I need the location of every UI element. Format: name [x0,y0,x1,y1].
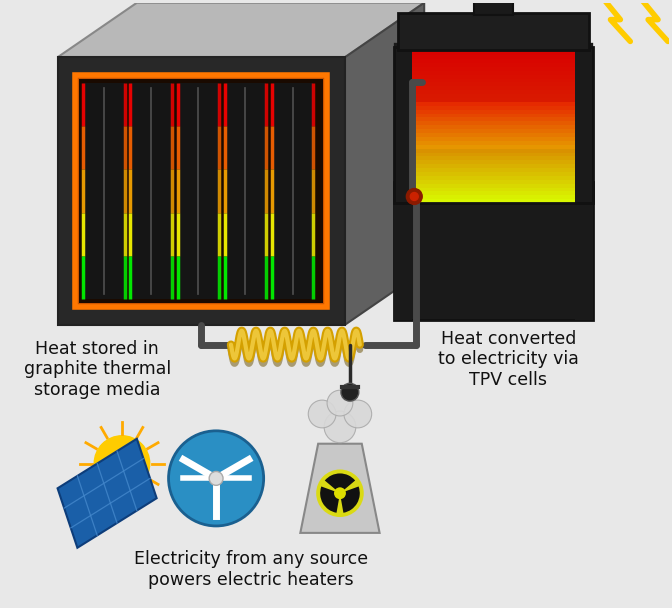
Polygon shape [403,55,585,60]
Polygon shape [403,153,585,157]
Polygon shape [225,83,266,299]
Polygon shape [403,59,585,64]
Polygon shape [403,164,585,169]
Polygon shape [58,3,424,57]
Polygon shape [403,125,585,130]
Circle shape [169,431,263,526]
Polygon shape [403,148,585,153]
Polygon shape [398,13,589,50]
Polygon shape [403,145,585,150]
Circle shape [209,471,223,485]
Circle shape [344,400,372,428]
Polygon shape [403,161,585,165]
Polygon shape [403,78,585,83]
Polygon shape [403,102,585,107]
Polygon shape [130,83,172,299]
Polygon shape [272,83,313,299]
Polygon shape [403,94,585,99]
Polygon shape [300,444,380,533]
Polygon shape [403,90,585,95]
Polygon shape [403,176,585,181]
Polygon shape [403,47,585,52]
Polygon shape [403,168,585,173]
Polygon shape [403,156,585,161]
Text: Heat converted
to electricity via
TPV cells: Heat converted to electricity via TPV ce… [438,330,579,389]
Text: Electricity from any source
powers electric heaters: Electricity from any source powers elect… [134,550,368,589]
Polygon shape [403,106,585,111]
Polygon shape [403,133,585,138]
Circle shape [411,193,418,201]
Polygon shape [83,83,124,299]
Wedge shape [340,486,360,513]
Polygon shape [403,192,585,196]
Polygon shape [403,67,585,72]
Polygon shape [575,47,593,320]
Polygon shape [403,137,585,142]
Polygon shape [403,71,585,75]
Circle shape [334,487,346,499]
Polygon shape [474,0,513,15]
Wedge shape [320,486,340,513]
Circle shape [308,400,336,428]
Polygon shape [394,47,413,320]
Polygon shape [394,182,593,320]
Polygon shape [403,63,585,68]
Polygon shape [403,129,585,134]
Polygon shape [58,57,345,325]
Polygon shape [177,83,219,299]
Polygon shape [403,180,585,185]
Text: Heat stored in
graphite thermal
storage media: Heat stored in graphite thermal storage … [24,340,171,399]
Polygon shape [403,195,585,200]
Circle shape [327,390,353,416]
Polygon shape [403,75,585,80]
Polygon shape [403,109,585,114]
Circle shape [94,436,150,491]
Polygon shape [58,439,157,548]
Polygon shape [403,122,585,126]
Polygon shape [403,184,585,188]
Polygon shape [403,114,585,119]
Polygon shape [79,79,323,303]
Polygon shape [403,51,585,56]
Circle shape [407,188,422,204]
Polygon shape [403,117,585,122]
Polygon shape [403,187,585,193]
Polygon shape [403,86,585,91]
Polygon shape [403,83,585,88]
Polygon shape [403,141,585,146]
Polygon shape [75,75,327,307]
Circle shape [324,411,355,443]
Polygon shape [403,199,585,204]
Polygon shape [403,172,585,177]
Polygon shape [345,3,424,325]
Polygon shape [403,98,585,103]
Circle shape [317,469,364,517]
Circle shape [341,383,359,401]
Wedge shape [325,474,355,493]
